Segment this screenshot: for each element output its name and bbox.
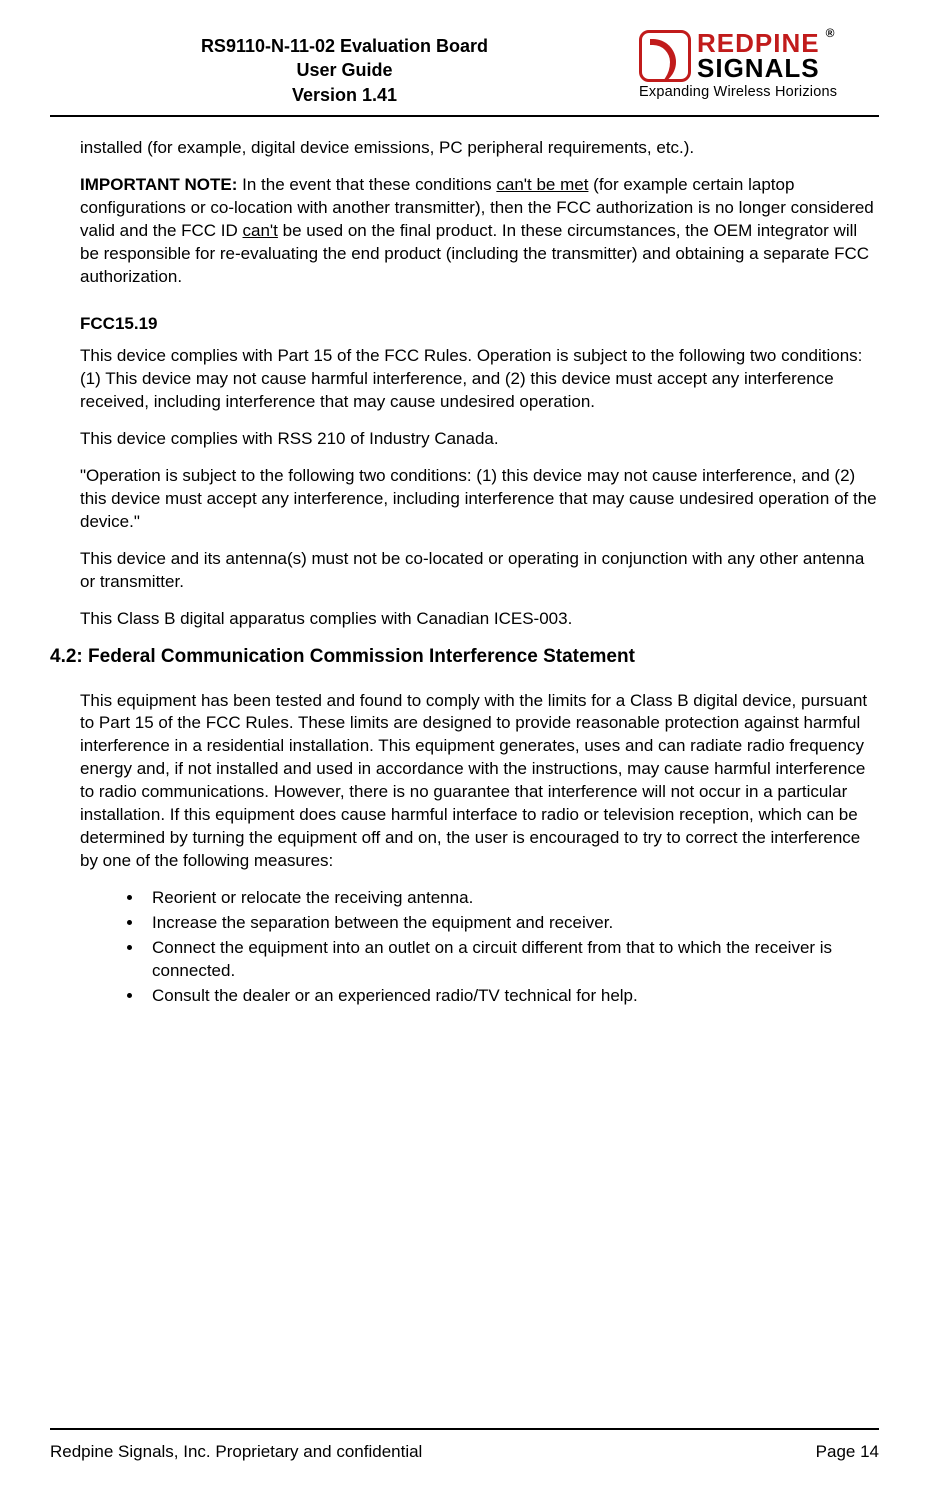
- logo-wordmark: REDPINE SIGNALS: [697, 31, 820, 80]
- p2-u2: can't: [243, 221, 278, 240]
- footer-rule: [50, 1428, 879, 1430]
- footer-row: Redpine Signals, Inc. Proprietary and co…: [50, 1442, 879, 1462]
- para-p6: This device and its antenna(s) must not …: [80, 548, 879, 594]
- list-item: Connect the equipment into an outlet on …: [144, 937, 879, 983]
- para-p7: This Class B digital apparatus complies …: [80, 608, 879, 631]
- section-4-2-body: This equipment has been tested and found…: [80, 690, 879, 1008]
- logo-word-bottom: SIGNALS: [697, 56, 820, 81]
- measures-list: Reorient or relocate the receiving anten…: [80, 887, 879, 1008]
- para-important-note: IMPORTANT NOTE: In the event that these …: [80, 174, 879, 289]
- logo-row: REDPINE SIGNALS ®: [639, 30, 879, 82]
- list-item: Consult the dealer or an experienced rad…: [144, 985, 879, 1008]
- header-line-3: Version 1.41: [50, 83, 639, 107]
- page-header: RS9110-N-11-02 Evaluation Board User Gui…: [50, 30, 879, 117]
- para-p4: This device complies with RSS 210 of Ind…: [80, 428, 879, 451]
- para-installed: installed (for example, digital device e…: [80, 137, 879, 160]
- footer-left: Redpine Signals, Inc. Proprietary and co…: [50, 1442, 422, 1462]
- logo-mark-icon: [639, 30, 691, 82]
- heading-4-2: 4.2: Federal Communication Commission In…: [50, 645, 879, 670]
- para-p8: This equipment has been tested and found…: [80, 690, 879, 874]
- footer-right: Page 14: [816, 1442, 879, 1462]
- list-item: Increase the separation between the equi…: [144, 912, 879, 935]
- registered-icon: ®: [826, 26, 835, 40]
- para-p3: This device complies with Part 15 of the…: [80, 345, 879, 414]
- p2-a: In the event that these conditions: [237, 175, 496, 194]
- p2-u1: can't be met: [496, 175, 588, 194]
- subheading-fcc1519: FCC15.19: [80, 313, 879, 336]
- important-note-label: IMPORTANT NOTE:: [80, 175, 237, 194]
- brand-logo: REDPINE SIGNALS ® Expanding Wireless Hor…: [639, 30, 879, 100]
- header-line-2: User Guide: [50, 58, 639, 82]
- list-item: Reorient or relocate the receiving anten…: [144, 887, 879, 910]
- page: RS9110-N-11-02 Evaluation Board User Gui…: [0, 0, 929, 1502]
- header-line-1: RS9110-N-11-02 Evaluation Board: [50, 34, 639, 58]
- para-p5: "Operation is subject to the following t…: [80, 465, 879, 534]
- body-content: installed (for example, digital device e…: [80, 137, 879, 631]
- logo-tagline: Expanding Wireless Horizions: [639, 84, 879, 100]
- page-footer: Redpine Signals, Inc. Proprietary and co…: [50, 1428, 879, 1462]
- header-title-block: RS9110-N-11-02 Evaluation Board User Gui…: [50, 30, 639, 107]
